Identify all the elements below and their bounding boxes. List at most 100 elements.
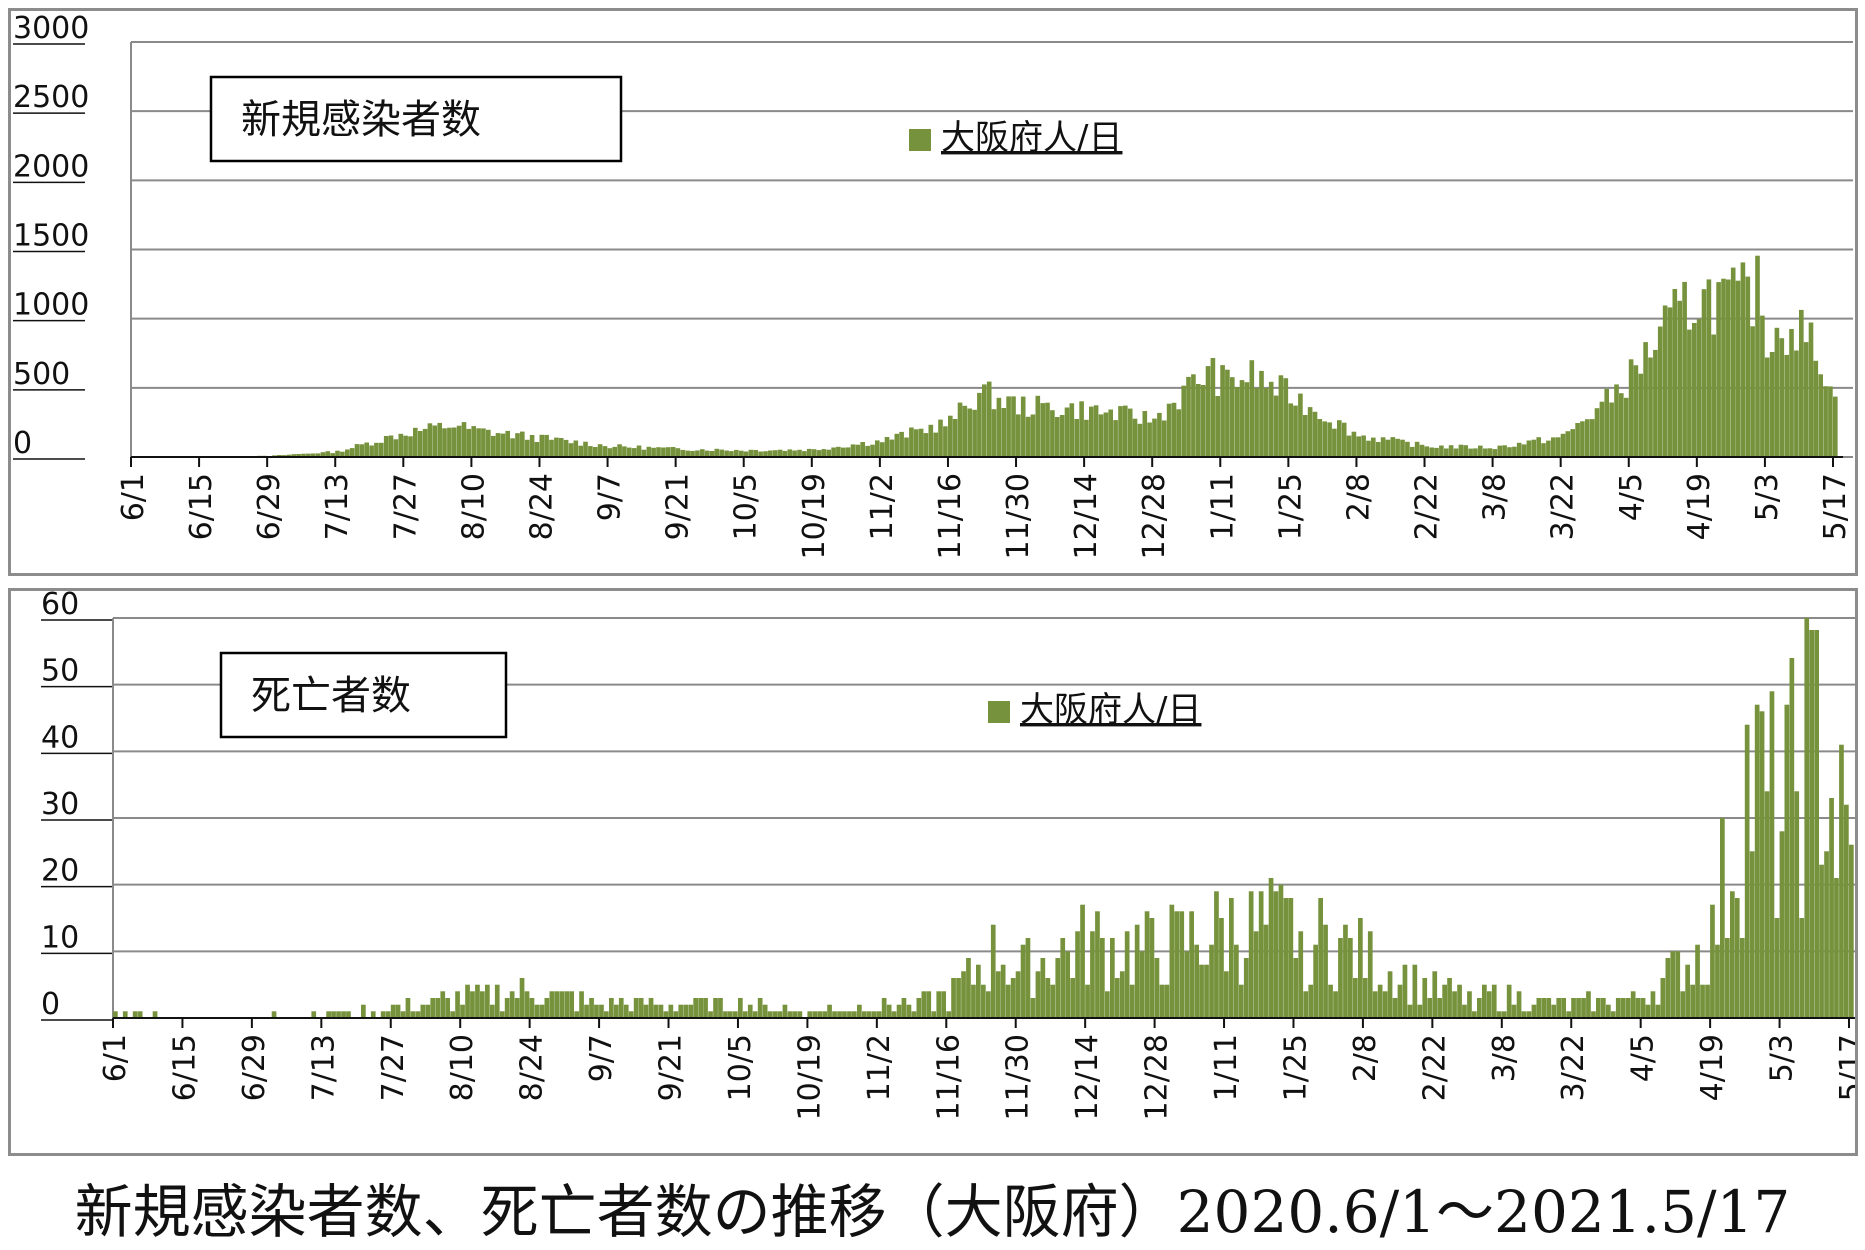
x-tick-label: 11/30 <box>1001 473 1036 559</box>
x-tick-label: 2/22 <box>1410 473 1445 540</box>
bar <box>1457 984 1462 1018</box>
bar <box>1589 419 1595 457</box>
x-tick-label: 1/11 <box>1209 1034 1244 1101</box>
bar <box>1372 991 1378 1018</box>
bar <box>1452 991 1457 1018</box>
bar <box>651 447 656 457</box>
bar <box>1095 911 1100 1018</box>
bar <box>921 991 927 1018</box>
bar <box>1142 411 1148 457</box>
bar <box>1069 403 1075 457</box>
bar <box>1555 437 1561 457</box>
x-tick-label: 11/2 <box>865 473 900 540</box>
bar <box>476 428 481 457</box>
bar <box>670 447 676 457</box>
bar <box>1258 891 1264 1018</box>
bar <box>1625 998 1631 1018</box>
bar <box>1080 904 1085 1018</box>
bar <box>889 439 895 457</box>
bar <box>301 453 306 457</box>
bar <box>539 1004 545 1018</box>
bar <box>1209 944 1214 1018</box>
bar <box>152 1011 158 1018</box>
bar <box>617 444 622 457</box>
bar <box>680 449 686 457</box>
deaths-chart: 60 50 40 30 20 10 0 6/1 6/15 6/29 7/13 7/27 8/10 8/24… <box>41 591 1855 1120</box>
bar <box>430 998 436 1018</box>
bar <box>1516 442 1522 457</box>
bar <box>822 1011 827 1018</box>
bar <box>862 1011 867 1018</box>
bar <box>1225 369 1230 457</box>
bar <box>1259 370 1264 457</box>
bar <box>579 991 584 1018</box>
bar <box>1536 998 1542 1018</box>
bar <box>1735 280 1741 457</box>
bar <box>1387 971 1393 1018</box>
y-tick-label: 40 <box>41 720 79 755</box>
bar <box>558 438 564 457</box>
bar <box>1090 931 1095 1018</box>
bar <box>291 454 297 457</box>
bar <box>1196 384 1201 457</box>
bar <box>1512 446 1517 457</box>
bar <box>1219 918 1224 1018</box>
bars <box>131 255 1838 457</box>
bars <box>113 618 1854 1018</box>
bar <box>928 424 934 457</box>
bar <box>490 435 496 457</box>
bar <box>946 1011 951 1018</box>
bar <box>816 450 822 457</box>
bar <box>918 428 924 457</box>
bar <box>1546 998 1552 1018</box>
bar <box>1139 951 1145 1018</box>
bar <box>806 448 812 457</box>
bar <box>1356 436 1362 457</box>
bar <box>1254 388 1259 457</box>
bar <box>510 438 515 457</box>
bar <box>1407 1004 1413 1018</box>
bar <box>460 1004 465 1018</box>
bar <box>1323 924 1328 1018</box>
bar <box>1161 420 1167 457</box>
bar <box>1463 445 1469 457</box>
bar <box>952 419 958 457</box>
bar <box>1710 904 1715 1018</box>
bar <box>1020 396 1026 457</box>
bar <box>383 436 389 457</box>
bar <box>1238 984 1244 1018</box>
y-tick-label: 50 <box>41 654 79 689</box>
bar <box>758 451 763 457</box>
bar <box>1660 978 1666 1018</box>
bar <box>1200 385 1206 457</box>
x-tick-label: 3/8 <box>1478 473 1513 521</box>
bar <box>495 433 501 457</box>
bar <box>388 435 394 457</box>
bar <box>614 1004 619 1018</box>
bar <box>1599 401 1605 457</box>
bar <box>1604 388 1610 457</box>
bar <box>894 433 900 457</box>
bar <box>879 442 885 457</box>
x-tick-label: 6/15 <box>184 473 219 540</box>
bar <box>1253 931 1259 1018</box>
bar <box>471 426 477 457</box>
bar <box>1478 445 1483 457</box>
new-cases-chart-panel: 3000 2500 2000 1500 1000 500 0 6/1 6/15 6/29 7/13 7… <box>8 8 1858 576</box>
bar <box>1419 444 1425 457</box>
bar <box>1137 423 1143 457</box>
bar <box>1829 798 1834 1018</box>
bar <box>1705 984 1710 1018</box>
bar <box>734 449 739 457</box>
bar <box>931 1011 937 1018</box>
bar <box>1015 971 1021 1018</box>
bar <box>1293 958 1299 1018</box>
bar <box>1214 891 1219 1018</box>
bar <box>1234 944 1239 1018</box>
bar <box>1585 419 1590 457</box>
bar <box>641 449 647 457</box>
bar <box>1098 414 1104 457</box>
bar <box>1273 395 1279 457</box>
bar <box>1630 991 1636 1018</box>
bar <box>450 1011 455 1018</box>
